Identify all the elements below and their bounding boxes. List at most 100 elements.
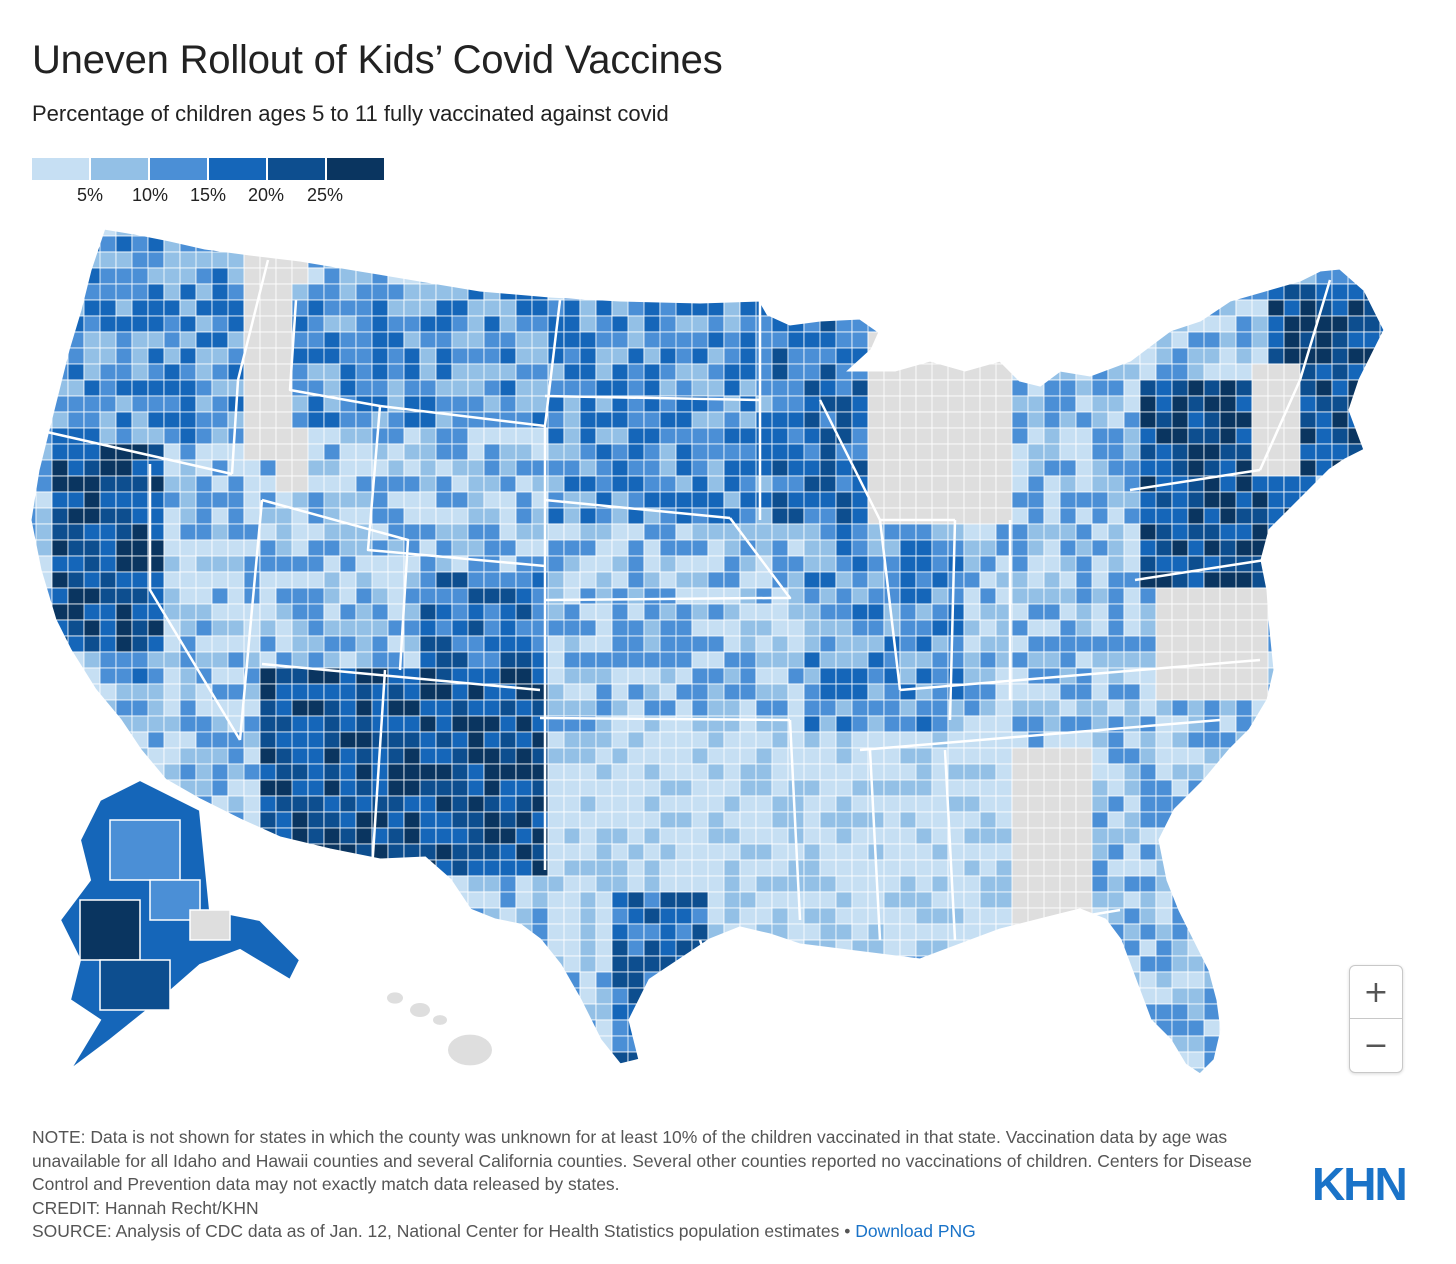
county-cell: [451, 235, 485, 253]
county-cell: [451, 459, 469, 477]
county-cell: [243, 891, 261, 909]
us-county-map[interactable]: [0, 220, 1456, 1090]
county-cell: [739, 228, 757, 237]
county-cell: [355, 459, 373, 477]
county-cell: [339, 875, 357, 893]
county-cell: [30, 907, 53, 925]
county-cell: [979, 1035, 997, 1053]
county-cell: [963, 235, 981, 253]
county-cell: [611, 651, 629, 669]
county-cell: [595, 667, 613, 685]
county-cell: [1027, 228, 1061, 237]
county-cell: [1059, 731, 1077, 749]
county-cell: [611, 443, 629, 461]
county-cell: [1203, 427, 1221, 445]
county-cell: [883, 875, 901, 893]
download-png-link[interactable]: Download PNG: [855, 1221, 976, 1241]
county-cell: [1331, 667, 1349, 685]
county-cell: [739, 587, 757, 605]
county-cell: [1331, 651, 1349, 669]
county-cell: [899, 651, 917, 669]
county-cell: [83, 315, 101, 333]
county-cell: [1107, 459, 1125, 477]
county-cell: [707, 779, 725, 797]
county-cell: [1107, 699, 1125, 717]
county-cell: [339, 971, 357, 989]
county-cell: [35, 1051, 69, 1069]
county-cell: [1283, 475, 1301, 493]
map-canvas[interactable]: [0, 220, 1456, 1090]
county-cell: [611, 699, 629, 717]
county-cell: [580, 1084, 596, 1090]
county-cell: [211, 315, 229, 333]
county-cell: [755, 779, 773, 797]
zoom-in-button[interactable]: +: [1363, 974, 1389, 1010]
county-cell: [35, 699, 69, 717]
county-cell: [259, 1035, 293, 1053]
county-cell: [339, 459, 357, 477]
county-cell: [147, 251, 165, 269]
county-cell: [195, 779, 213, 797]
county-cell: [388, 1084, 420, 1090]
county-cell: [1315, 555, 1333, 573]
county-cell: [1027, 507, 1045, 525]
county-cell: [323, 539, 341, 557]
county-cell: [979, 379, 997, 397]
county-cell: [275, 795, 293, 813]
county-cell: [899, 251, 933, 269]
county-cell: [1379, 683, 1385, 701]
county-cell: [1059, 251, 1077, 269]
county-cell: [755, 827, 773, 845]
county-cell: [947, 955, 965, 973]
county-cell: [451, 571, 469, 589]
county-cell: [883, 459, 901, 477]
zoom-out-button[interactable]: −: [1350, 1018, 1402, 1071]
county-cell: [99, 1051, 133, 1069]
county-cell: [915, 539, 933, 557]
county-cell: [931, 827, 949, 845]
county-cell: [1139, 907, 1157, 925]
county-cell: [515, 619, 533, 637]
county-cell: [627, 283, 661, 301]
county-cell: [787, 283, 821, 301]
county-cell: [547, 683, 565, 701]
county-cell: [1139, 939, 1157, 957]
county-cell: [739, 891, 757, 909]
county-cell: [1075, 875, 1093, 893]
county-cell: [99, 251, 117, 269]
county-cell: [803, 747, 821, 765]
county-cell: [99, 491, 117, 509]
county-cell: [483, 228, 501, 237]
county-cell: [1187, 443, 1205, 461]
county-cell: [339, 715, 357, 733]
county-cell: [163, 571, 181, 589]
county-cell: [692, 1084, 708, 1090]
county-cell: [1027, 299, 1061, 317]
county-cell: [339, 443, 357, 461]
county-cell: [1379, 491, 1385, 509]
county-cell: [147, 395, 165, 413]
county-cell: [147, 379, 165, 397]
county-cell: [1155, 443, 1173, 461]
county-cell: [195, 1035, 213, 1053]
county-cell: [243, 731, 261, 749]
county-cell: [1155, 235, 1173, 253]
county-cell: [1043, 587, 1061, 605]
county-cell: [1171, 491, 1189, 509]
county-cell: [1187, 523, 1205, 541]
county-cell: [787, 779, 805, 797]
county-cell: [1139, 763, 1157, 781]
county-cell: [547, 763, 565, 781]
county-cell: [1123, 251, 1141, 269]
county-cell: [835, 683, 853, 701]
county-cell: [948, 1084, 980, 1090]
county-cell: [1059, 315, 1077, 333]
county-cell: [916, 1084, 932, 1090]
county-cell: [707, 475, 725, 493]
county-cell: [563, 827, 581, 845]
county-cell: [1091, 539, 1109, 557]
county-cell: [1027, 1003, 1061, 1021]
county-cell: [275, 875, 293, 893]
county-cell: [1107, 427, 1125, 445]
county-cell: [499, 635, 517, 653]
